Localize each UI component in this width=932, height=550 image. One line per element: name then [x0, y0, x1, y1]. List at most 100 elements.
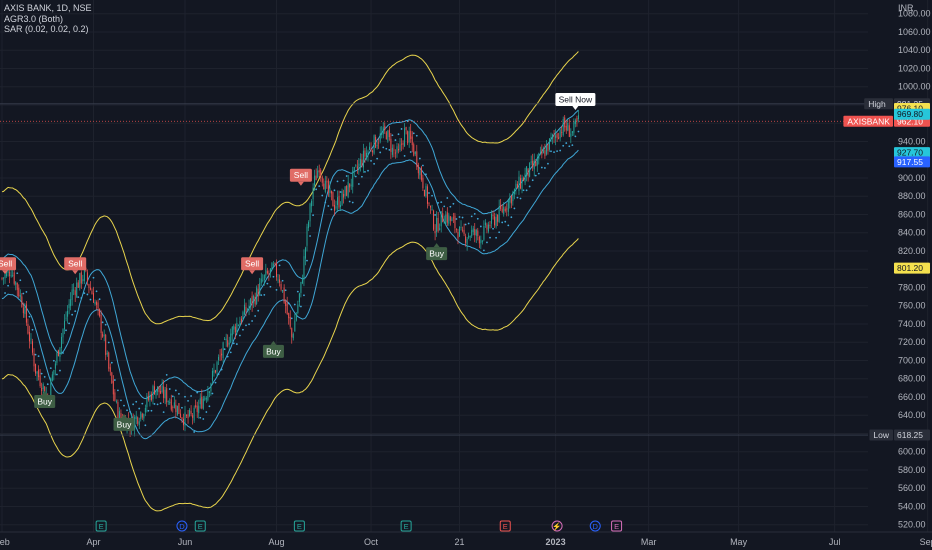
sar-dot [205, 411, 208, 413]
price-tick-label: 1060.00 [898, 27, 931, 37]
signal-tag [64, 257, 87, 271]
signal-tag [113, 417, 135, 431]
symbol-legend[interactable]: AXIS BANK, 1D, NSE [4, 3, 92, 13]
sar-dot [473, 212, 476, 215]
candle-body [292, 333, 294, 339]
candle-body [571, 131, 573, 134]
sar-dot [287, 302, 290, 305]
sar-dot [537, 172, 540, 175]
event-marker[interactable]: ⚡ [551, 520, 563, 532]
candle-body [89, 287, 91, 290]
candle-body [430, 205, 432, 208]
sar-dot [434, 214, 436, 216]
sar-dot [113, 379, 116, 381]
candle-body [538, 153, 540, 160]
candle-body [100, 314, 102, 333]
candle-body [401, 143, 403, 145]
candle-body [15, 282, 17, 285]
sar-dot [364, 170, 366, 173]
event-marker[interactable]: E [293, 520, 305, 532]
sar-dot [43, 375, 46, 378]
event-marker[interactable]: D [176, 520, 188, 532]
candle-body [33, 353, 35, 367]
candle-body [118, 411, 120, 422]
candle-body [526, 166, 528, 176]
candle-body [454, 215, 456, 229]
candle-body [411, 136, 413, 146]
earnings-icon [611, 520, 623, 532]
sar-dot [400, 128, 403, 130]
signal-pointer [249, 270, 256, 275]
candle-body [208, 391, 210, 393]
sell-signal: Sell [64, 257, 87, 275]
candle-body [541, 149, 543, 155]
candle-body [317, 170, 319, 178]
candle-body [523, 178, 525, 182]
sar-dot [74, 310, 77, 313]
sar-dot [71, 313, 74, 316]
candle-body [1, 277, 3, 279]
candle-body [442, 213, 444, 222]
candle-body [25, 304, 27, 323]
sell-signal: Sell [0, 257, 17, 275]
candle-body [365, 152, 367, 159]
candle-body [82, 279, 84, 282]
price-tick-label: 820.00 [898, 246, 926, 256]
price-tick-label: 760.00 [898, 301, 926, 311]
signal-label: Buy [117, 419, 132, 429]
candle-body [282, 290, 284, 292]
time-axis[interactable]: FebAprJunAugOct212023MarMayJulSepNov2024 [0, 537, 932, 547]
indicator-legend-sar[interactable]: SAR (0.02, 0.02, 0.2) [4, 24, 89, 34]
event-marker[interactable]: D [589, 520, 601, 532]
candle-body [379, 133, 381, 142]
candle-body [108, 352, 110, 369]
candle-body [286, 303, 288, 315]
sar-dot [467, 222, 470, 225]
sar-dot [248, 323, 250, 326]
sar-dot [31, 328, 34, 331]
candle-body [79, 273, 81, 288]
candle-body [227, 340, 229, 347]
sar-dot [327, 205, 330, 207]
candle-body [115, 401, 117, 403]
candle-body [283, 287, 285, 303]
sar-dot [422, 164, 424, 167]
event-marker[interactable]: E [95, 520, 107, 532]
candle-body [504, 208, 506, 211]
candle-body [39, 375, 41, 386]
candle-body [440, 211, 442, 227]
candle-body [143, 414, 145, 419]
sar-dot [333, 189, 336, 192]
candle-body [466, 238, 468, 245]
candle-body [498, 206, 500, 223]
candle-body [468, 235, 470, 238]
sar-dot [40, 372, 43, 375]
time-tick-label: Feb [0, 537, 10, 547]
candle-body [253, 295, 255, 303]
event-marker[interactable]: E [611, 520, 623, 532]
indicator-legend-agr[interactable]: AGR3.0 (Both) [4, 13, 64, 24]
sar-dot [498, 231, 501, 234]
candle-body [445, 214, 447, 225]
candle-body [77, 282, 79, 288]
event-marker[interactable]: E [499, 520, 511, 532]
earnings-icon [95, 520, 107, 532]
sar-dot [528, 185, 531, 188]
candle-body [428, 202, 430, 204]
sar-dot [28, 315, 31, 318]
candle-body [248, 305, 250, 310]
candle-body [65, 317, 67, 319]
sar-dot [550, 150, 552, 153]
dividend-icon [589, 520, 601, 532]
candle-body [16, 282, 18, 290]
sar-dot [571, 144, 574, 147]
candle-body [372, 150, 374, 153]
candle-body [524, 173, 526, 183]
candle-body [413, 144, 415, 156]
event-marker[interactable]: E [400, 520, 412, 532]
candle-body [565, 125, 567, 131]
event-marker[interactable]: E [194, 520, 206, 532]
candle-body [205, 398, 207, 400]
sar-dot [278, 264, 281, 267]
